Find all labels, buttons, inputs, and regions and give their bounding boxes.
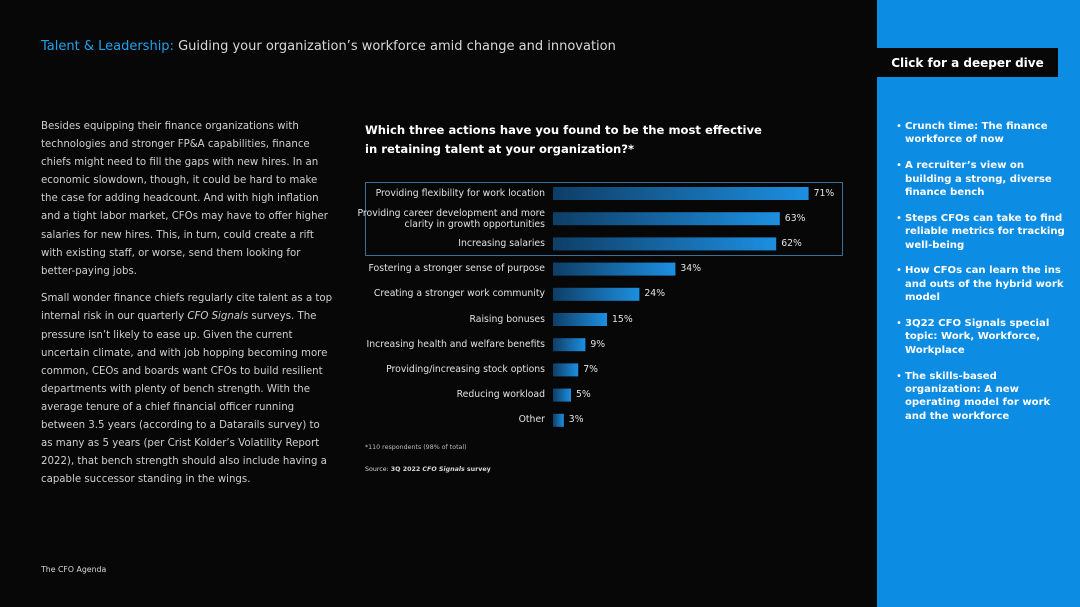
value-label-10: 3% bbox=[568, 414, 584, 426]
value-label-6: 15% bbox=[612, 313, 633, 325]
bullet-icon: • bbox=[896, 318, 902, 330]
sidebar-link-2[interactable]: • A recruiter’s view on building a strong… bbox=[895, 159, 1065, 199]
source-bold-text: 3Q 2022 bbox=[390, 466, 423, 473]
category-label-10: Other bbox=[518, 414, 545, 426]
deeper-dive-button[interactable]: Click for a deeper dive bbox=[877, 48, 1058, 77]
bar-9 bbox=[553, 388, 571, 402]
value-label-4: 34% bbox=[680, 263, 702, 275]
bar-7 bbox=[553, 338, 586, 352]
category-label-4: Fostering a stronger sense of purpose bbox=[368, 263, 545, 275]
sidebar-link-3[interactable]: • Steps CFOs can take to find reliable me… bbox=[895, 212, 1065, 252]
bar-2 bbox=[553, 212, 780, 226]
sidebar-link-label: A recruiter’s view on building a strong,… bbox=[905, 160, 1052, 199]
sidebar-links: • Crunch time: The finance workforce of n… bbox=[895, 120, 1065, 436]
bar-8 bbox=[553, 363, 579, 377]
sidebar-link-label: The skills-based organization: A new ope… bbox=[905, 370, 1051, 422]
value-label-1: 71% bbox=[813, 187, 835, 199]
body-paragraph-2-end: surveys. The pressure isn’t likely to ea… bbox=[41, 311, 328, 486]
body-paragraph-2: Small wonder finance chiefs regularly ci… bbox=[41, 290, 333, 489]
value-label-9: 5% bbox=[576, 389, 591, 401]
footer-publication: The CFO Agenda bbox=[41, 565, 107, 574]
sidebar-link-1[interactable]: • Crunch time: The finance workforce of n… bbox=[895, 120, 1065, 147]
sidebar-link-label: How CFOs can learn the ins and outs of t… bbox=[905, 265, 1064, 304]
value-label-8: 7% bbox=[583, 363, 598, 375]
value-label-7: 9% bbox=[590, 338, 606, 350]
bullet-icon: • bbox=[896, 212, 902, 224]
category-label-6: Raising bonuses bbox=[469, 313, 546, 325]
source-bold: 3Q 2022 CFO Signals survey bbox=[391, 466, 491, 473]
sidebar-link-6[interactable]: • The skills-based organization: A new op… bbox=[895, 370, 1065, 424]
category-label-7: Increasing health and welfare benefits bbox=[366, 338, 545, 350]
category-label-5: Creating a stronger work community bbox=[373, 288, 545, 300]
bullet-icon: • bbox=[896, 121, 902, 132]
sidebar-link-5[interactable]: • 3Q22 CFO Signals special topic: Work, W… bbox=[895, 317, 1065, 357]
page-subtitle: Guiding your organization’s workforce am… bbox=[178, 39, 616, 54]
cfo-signals-italic: CFO Signals bbox=[187, 311, 249, 323]
category-label-3: Increasing salaries bbox=[458, 237, 545, 249]
sidebar-link-label: 3Q22 CFO Signals special topic: Work, Wo… bbox=[905, 318, 1050, 356]
category-label-2: Providing career development and more cl… bbox=[357, 207, 545, 230]
value-label-3: 62% bbox=[781, 237, 802, 249]
bar-5 bbox=[553, 287, 640, 301]
sidebar-link-label: Steps CFOs can take to find reliable met… bbox=[905, 212, 1065, 251]
bar-1 bbox=[553, 187, 809, 200]
bullet-icon: • bbox=[896, 160, 902, 172]
sidebar bbox=[877, 0, 1080, 607]
sidebar-link-4[interactable]: • How CFOs can learn the ins and outs of … bbox=[895, 264, 1065, 304]
bar-6 bbox=[553, 313, 607, 326]
bullet-icon: • bbox=[896, 265, 902, 277]
section-name: Talent & Leadership: bbox=[41, 39, 174, 54]
bar-chart bbox=[553, 187, 809, 427]
source-italic-text: CFO Signals bbox=[422, 466, 465, 473]
bar-10 bbox=[553, 413, 564, 427]
bar-3 bbox=[553, 237, 777, 251]
chart-footnote: *110 respondents (98% of total) bbox=[365, 444, 467, 451]
source-end-text: survey bbox=[464, 466, 491, 473]
category-label-1: Providing flexibility for work location bbox=[375, 187, 545, 199]
chart-title: Which three actions have you found to be… bbox=[365, 123, 762, 156]
page-title: Talent & Leadership: Guiding your organi… bbox=[41, 39, 616, 54]
bar-4 bbox=[553, 262, 676, 276]
category-label-8: Providing/increasing stock options bbox=[386, 363, 545, 375]
body-paragraph-1: Besides equipping their finance organiza… bbox=[41, 121, 328, 277]
body-text: Besides equipping their finance organiza… bbox=[41, 118, 333, 499]
value-label-5: 24% bbox=[644, 288, 666, 300]
value-label-2: 63% bbox=[784, 212, 806, 224]
top-three-highlight-box bbox=[365, 182, 843, 256]
sidebar-link-label: Crunch time: The finance workforce of no… bbox=[905, 121, 1048, 146]
chart-source: Source: 3Q 2022 CFO Signals survey bbox=[365, 466, 491, 473]
source-prefix: Source: bbox=[365, 466, 391, 473]
body-paragraph-2-start: Small wonder finance chiefs regularly ci… bbox=[41, 293, 333, 323]
bullet-icon: • bbox=[896, 370, 902, 382]
category-label-9: Reducing workload bbox=[456, 389, 545, 401]
